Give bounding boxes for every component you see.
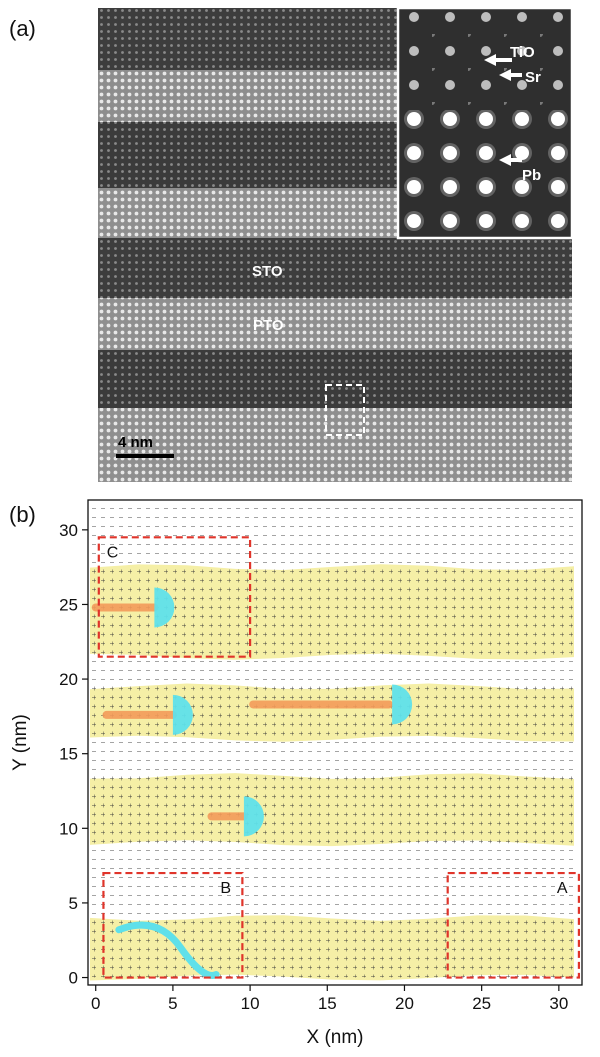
region-box-b <box>102 871 244 979</box>
vector-field-plot: C B A 0 5 10 15 20 25 30 0 5 10 15 20 25 30 X (nm) Y (nm) <box>10 499 583 1048</box>
y-tick-label: 20 <box>59 670 78 689</box>
x-tick-label: 10 <box>241 994 260 1013</box>
region-box-a <box>446 871 581 979</box>
vortex-cap <box>243 796 264 837</box>
scale-bar-label: 4 nm <box>118 434 153 451</box>
x-tick-label: 5 <box>168 994 177 1013</box>
region-label-c: C <box>107 544 119 561</box>
atomic-lattice-bright <box>98 408 572 482</box>
vortex-cap <box>392 684 413 725</box>
pto-label: PTO <box>253 317 284 334</box>
y-tick-label: 5 <box>69 894 78 913</box>
x-tick-label: 15 <box>318 994 337 1013</box>
inset-label-pb: Pb <box>522 167 541 184</box>
plot-frame <box>87 499 583 986</box>
vector-field-arrows-pto <box>90 917 574 978</box>
region-box-c <box>97 536 252 658</box>
y-tick-label: 10 <box>59 819 78 838</box>
atomic-lattice-bright <box>98 298 572 350</box>
inset-label-sr: Sr <box>525 69 541 86</box>
vortex-cap <box>172 694 193 735</box>
y-axis-title: Y (nm) <box>10 714 31 771</box>
region-label-b: B <box>220 880 231 897</box>
x-tick-label: 25 <box>472 994 491 1013</box>
vector-field-arrows-pto <box>90 776 574 844</box>
inset-label-tio: TiO <box>510 44 535 61</box>
y-tick-label: 25 <box>59 595 78 614</box>
vortex-curve <box>115 921 220 979</box>
region-label-a: A <box>557 880 568 897</box>
vortex-cap <box>154 587 175 628</box>
x-tick-label: 0 <box>91 994 100 1013</box>
x-tick-label: 30 <box>549 994 568 1013</box>
y-tick-label: 0 <box>69 969 78 988</box>
stem-inset: TiO Sr Pb <box>396 6 574 240</box>
region-highlight-box <box>325 384 365 436</box>
inset-arrow <box>484 54 522 166</box>
y-tick-label: 15 <box>59 745 78 764</box>
y-tick-label: 30 <box>59 521 78 540</box>
panel-b-label: (b) <box>9 502 36 527</box>
panel-a-label: (a) <box>9 16 36 41</box>
x-axis-title: X (nm) <box>307 1027 364 1048</box>
x-tick-label: 20 <box>395 994 414 1013</box>
sto-label: STO <box>252 263 283 280</box>
